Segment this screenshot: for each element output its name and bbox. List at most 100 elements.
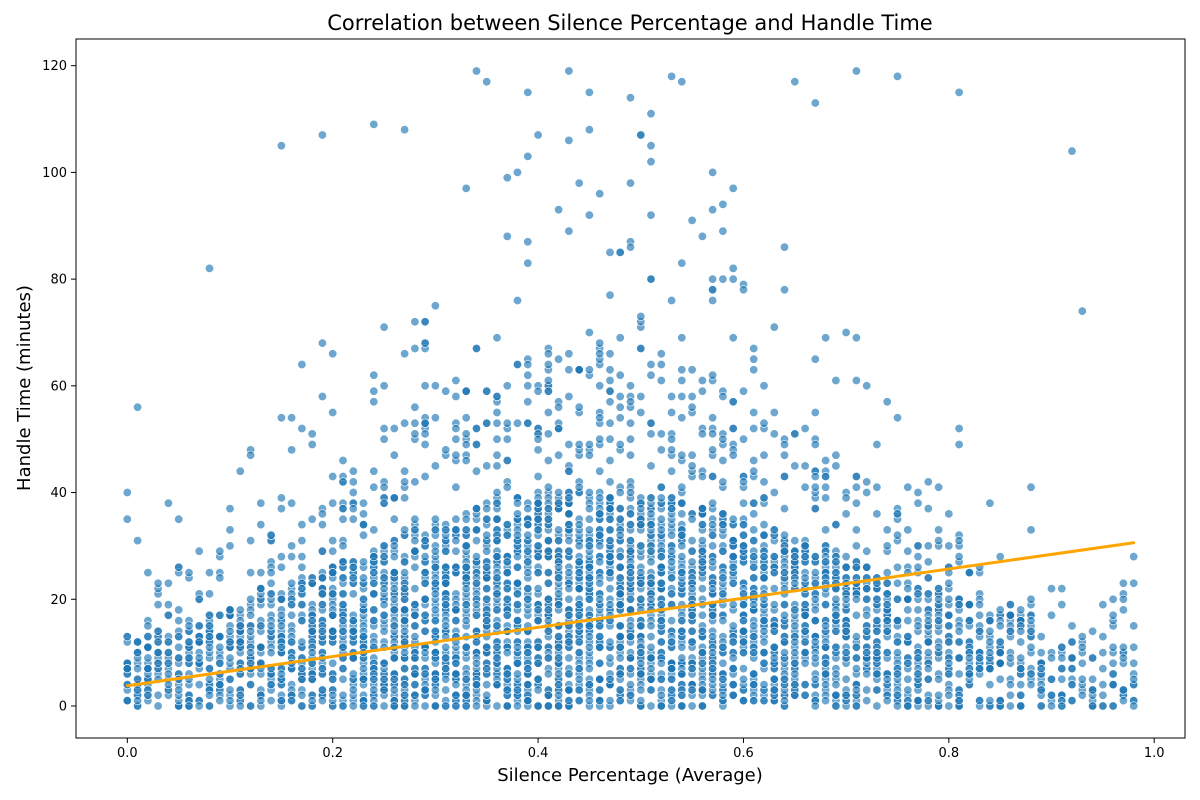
- scatter-point: [1067, 637, 1077, 647]
- scatter-point: [667, 685, 677, 695]
- scatter-point: [625, 381, 635, 391]
- scatter-point: [749, 536, 759, 546]
- scatter-point: [810, 482, 820, 492]
- scatter-point: [554, 487, 564, 497]
- scatter-point: [923, 648, 933, 658]
- scatter-point: [441, 664, 451, 674]
- scatter-point: [441, 546, 451, 556]
- scatter-point: [625, 632, 635, 642]
- scatter-point: [420, 626, 430, 636]
- scatter-point: [543, 482, 553, 492]
- scatter-point: [821, 557, 831, 567]
- scatter-point: [872, 669, 882, 679]
- scatter-point: [205, 589, 215, 599]
- scatter-point: [338, 664, 348, 674]
- scatter-point: [882, 674, 892, 684]
- scatter-point: [872, 701, 882, 711]
- scatter-point: [502, 701, 512, 711]
- plot-frame: [75, 38, 1186, 739]
- scatter-point: [512, 509, 522, 519]
- scatter-point: [441, 701, 451, 711]
- scatter-point: [133, 536, 143, 546]
- scatter-point: [656, 429, 666, 439]
- scatter-point: [872, 685, 882, 695]
- scatter-point: [348, 701, 358, 711]
- scatter-point: [944, 509, 954, 519]
- scatter-point: [595, 541, 605, 551]
- scatter-point: [461, 413, 471, 423]
- scatter-point: [1118, 685, 1128, 695]
- scatter-point: [471, 600, 481, 610]
- scatter-point: [615, 439, 625, 449]
- scatter-point: [625, 594, 635, 604]
- scatter-point: [482, 664, 492, 674]
- scatter-point: [512, 578, 522, 588]
- scatter-point: [975, 653, 985, 663]
- scatter-point: [512, 616, 522, 626]
- scatter-point: [738, 616, 748, 626]
- scatter-point: [697, 504, 707, 514]
- scatter-point: [358, 573, 368, 583]
- scatter-point: [543, 429, 553, 439]
- scatter-point: [1005, 701, 1015, 711]
- scatter-point: [492, 701, 502, 711]
- scatter-point: [759, 381, 769, 391]
- scatter-point: [389, 493, 399, 503]
- scatter-point: [636, 669, 646, 679]
- scatter-point: [728, 263, 738, 273]
- scatter-point: [790, 77, 800, 87]
- scatter-point: [379, 600, 389, 610]
- scatter-point: [379, 482, 389, 492]
- scatter-point: [759, 562, 769, 572]
- scatter-point: [954, 637, 964, 647]
- scatter-point: [944, 610, 954, 620]
- scatter-point: [656, 578, 666, 588]
- scatter-point: [492, 680, 502, 690]
- scatter-point: [779, 504, 789, 514]
- scatter-point: [205, 664, 215, 674]
- scatter-point: [636, 407, 646, 417]
- scatter-point: [1005, 653, 1015, 663]
- scatter-point: [687, 610, 697, 620]
- scatter-point: [574, 637, 584, 647]
- scatter-point: [882, 616, 892, 626]
- scatter-point: [862, 487, 872, 497]
- scatter-point: [882, 568, 892, 578]
- scatter-point: [317, 573, 327, 583]
- scatter-point: [410, 429, 420, 439]
- scatter-point: [646, 461, 656, 471]
- scatter-point: [697, 685, 707, 695]
- scatter-point: [625, 242, 635, 252]
- scatter-point: [892, 509, 902, 519]
- scatter-point: [615, 600, 625, 610]
- scatter-point: [1026, 669, 1036, 679]
- scatter-point: [831, 520, 841, 530]
- scatter-point: [564, 568, 574, 578]
- scatter-point: [769, 487, 779, 497]
- scatter-point: [307, 674, 317, 684]
- scatter-point: [533, 674, 543, 684]
- scatter-point: [153, 701, 163, 711]
- scatter-point: [851, 642, 861, 652]
- scatter-point: [677, 690, 687, 700]
- scatter-point: [769, 653, 779, 663]
- scatter-point: [564, 509, 574, 519]
- scatter-point: [194, 653, 204, 663]
- scatter-point: [656, 349, 666, 359]
- scatter-point: [667, 445, 677, 455]
- scatter-point: [389, 621, 399, 631]
- scatter-point: [358, 674, 368, 684]
- y-tick-label: 80: [50, 273, 67, 288]
- x-tick-label: 0.8: [938, 746, 959, 761]
- scatter-point: [502, 669, 512, 679]
- scatter-point: [502, 434, 512, 444]
- scatter-point: [749, 632, 759, 642]
- scatter-point: [338, 626, 348, 636]
- scatter-point: [625, 546, 635, 556]
- scatter-point: [533, 525, 543, 535]
- scatter-point: [482, 418, 492, 428]
- scatter-point: [1067, 680, 1077, 690]
- scatter-point: [584, 365, 594, 375]
- scatter-point: [482, 546, 492, 556]
- scatter-point: [492, 552, 502, 562]
